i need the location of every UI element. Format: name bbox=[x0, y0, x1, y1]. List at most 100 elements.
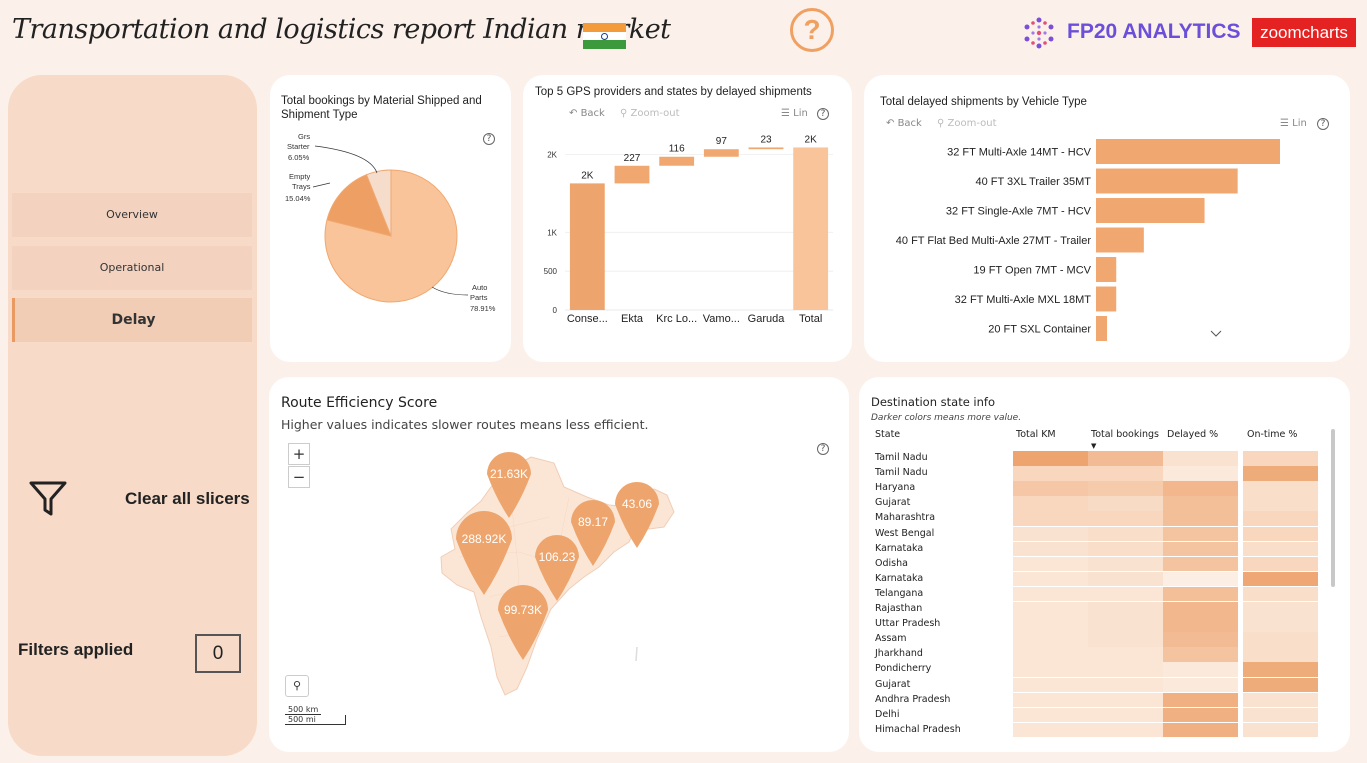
waterfall-bar[interactable] bbox=[614, 165, 650, 184]
route-title: Route Efficiency Score bbox=[281, 395, 438, 411]
nav-delay-button[interactable]: Delay bbox=[12, 298, 252, 342]
pie-label-auto-pct: 78.91% bbox=[470, 304, 496, 313]
fp20-logo-icon bbox=[1024, 17, 1054, 49]
map-pin[interactable]: 288.92K bbox=[456, 511, 512, 595]
table-cell bbox=[1163, 617, 1238, 632]
waterfall-bar[interactable] bbox=[793, 147, 829, 310]
vehicle-category-label: 32 FT Multi-Axle MXL 18MT bbox=[955, 294, 1092, 306]
waterfall-help-icon[interactable]: ? bbox=[817, 108, 829, 120]
table-row-state: Haryana bbox=[875, 482, 916, 494]
vehicle-bar[interactable] bbox=[1096, 227, 1144, 253]
table-cell bbox=[1163, 722, 1238, 738]
waterfall-category-label: Ekta bbox=[621, 313, 644, 325]
pie-help-icon[interactable]: ? bbox=[483, 133, 495, 145]
vehicle-type-card: Total delayed shipments by Vehicle Type … bbox=[864, 75, 1350, 362]
table-cell bbox=[1088, 526, 1163, 541]
table-cell bbox=[1013, 496, 1088, 511]
vehicle-help-icon[interactable]: ? bbox=[1317, 118, 1329, 130]
waterfall-ytick: 1K bbox=[547, 228, 557, 237]
map-pin[interactable]: 106.23 bbox=[535, 535, 579, 601]
pie-label-empty-1: Empty bbox=[289, 172, 311, 181]
vehicle-bar[interactable] bbox=[1096, 168, 1238, 194]
vehicle-bar[interactable] bbox=[1096, 198, 1205, 223]
pie-label-grs-2: Starter bbox=[287, 142, 310, 151]
scroll-down-chevron-icon[interactable] bbox=[1210, 330, 1222, 337]
table-cell bbox=[1088, 481, 1163, 496]
table-cell bbox=[1163, 571, 1238, 587]
pie-title-line1: Total bookings by Material Shipped and bbox=[281, 95, 482, 107]
sort-desc-icon[interactable]: ▼ bbox=[1091, 442, 1097, 450]
table-cell bbox=[1013, 451, 1088, 466]
table-cell bbox=[1088, 466, 1163, 481]
map-pin[interactable]: 89.17 bbox=[571, 500, 615, 566]
waterfall-bar[interactable] bbox=[748, 147, 784, 150]
table-cell bbox=[1013, 541, 1088, 557]
map-zoom-in-button[interactable]: + bbox=[288, 443, 310, 465]
col-delayed-pct[interactable]: Delayed % bbox=[1167, 429, 1219, 440]
india-flag-icon bbox=[583, 23, 626, 49]
nav-overview-button[interactable]: Overview bbox=[12, 193, 252, 237]
table-cell bbox=[1243, 526, 1318, 541]
nav-operational-button[interactable]: Operational bbox=[12, 246, 252, 290]
col-ontime-pct[interactable]: On-time % bbox=[1247, 429, 1298, 440]
vehicle-bar[interactable] bbox=[1096, 316, 1108, 341]
vehicle-lin-toggle[interactable]: ☰ Lin bbox=[1280, 118, 1307, 129]
route-subtitle: Higher values indicates slower routes me… bbox=[281, 417, 649, 432]
map-pin[interactable]: 21.63K bbox=[487, 452, 531, 518]
table-cell bbox=[1163, 586, 1238, 602]
vehicle-bar[interactable] bbox=[1096, 286, 1117, 312]
vehicle-bar[interactable] bbox=[1096, 257, 1117, 282]
waterfall-zoom-out-button[interactable]: ⚲ Zoom-out bbox=[620, 108, 680, 119]
gps-providers-card: Top 5 GPS providers and states by delaye… bbox=[523, 75, 852, 362]
vehicle-bar[interactable] bbox=[1096, 139, 1280, 164]
help-icon[interactable]: ? bbox=[790, 8, 834, 52]
waterfall-back-button[interactable]: ↶ Back bbox=[569, 108, 605, 119]
filter-funnel-icon[interactable] bbox=[28, 478, 68, 518]
lasso-select-icon[interactable]: ⚲ bbox=[285, 675, 309, 697]
waterfall-data-label: 227 bbox=[624, 153, 641, 164]
table-cell bbox=[1013, 586, 1088, 602]
col-state[interactable]: State bbox=[875, 429, 901, 440]
waterfall-title: Top 5 GPS providers and states by delaye… bbox=[535, 86, 812, 98]
waterfall-lin-toggle[interactable]: ☰ Lin bbox=[781, 108, 808, 119]
waterfall-bar[interactable] bbox=[569, 183, 605, 310]
india-map: 21.63K 288.92K 106.23 89.17 43.06 99.73K bbox=[440, 452, 675, 696]
waterfall-bar[interactable] bbox=[659, 156, 695, 166]
table-scrollbar[interactable] bbox=[1331, 429, 1335, 587]
table-cell bbox=[1088, 632, 1163, 647]
pie-slice-empty-trays[interactable] bbox=[326, 174, 392, 237]
route-help-icon[interactable]: ? bbox=[817, 443, 829, 455]
table-row-state: Tamil Nadu bbox=[875, 452, 928, 463]
vehicle-zoom-out-button[interactable]: ⚲ Zoom-out bbox=[937, 118, 997, 129]
table-cell bbox=[1243, 662, 1318, 677]
vehicle-bar-chart: 32 FT Multi-Axle 14MT - HCV 40 FT 3XL Tra… bbox=[896, 139, 1280, 341]
waterfall-data-label: 2K bbox=[581, 170, 594, 181]
pie-slice-grs-starter[interactable] bbox=[365, 169, 392, 237]
table-cell bbox=[1088, 586, 1163, 602]
vehicle-category-label: 32 FT Multi-Axle 14MT - HCV bbox=[947, 147, 1092, 159]
table-cell bbox=[1163, 556, 1238, 572]
waterfall-data-label: 97 bbox=[716, 136, 728, 147]
table-cell bbox=[1243, 541, 1318, 557]
table-cell bbox=[1163, 541, 1238, 557]
col-total-km[interactable]: Total KM bbox=[1016, 429, 1056, 440]
vehicle-category-label: 40 FT 3XL Trailer 35MT bbox=[975, 176, 1091, 188]
pie-label-auto-2: Parts bbox=[470, 293, 488, 302]
waterfall-category-label: Garuda bbox=[748, 313, 786, 325]
table-row-state: Karnataka bbox=[875, 542, 924, 554]
scale-km: 500 km bbox=[285, 705, 321, 715]
col-total-bookings[interactable]: Total bookings bbox=[1091, 429, 1160, 440]
table-cell bbox=[1088, 511, 1163, 526]
clear-all-slicers-button[interactable]: Clear all slicers bbox=[125, 489, 250, 508]
map-zoom-out-button[interactable]: − bbox=[288, 466, 310, 488]
table-cell bbox=[1088, 617, 1163, 632]
table-cell bbox=[1243, 617, 1318, 632]
waterfall-bar[interactable] bbox=[703, 149, 739, 157]
table-row-state: Gujarat bbox=[875, 678, 911, 690]
vehicle-back-button[interactable]: ↶ Back bbox=[886, 118, 922, 129]
map-pin[interactable]: 43.06 bbox=[615, 482, 659, 548]
table-cell bbox=[1243, 692, 1318, 708]
report-title: Transportation and logistics report Indi… bbox=[12, 14, 671, 45]
destination-state-card: Destination state info Darker colors mea… bbox=[859, 377, 1350, 752]
map-pin[interactable]: 99.73K bbox=[498, 585, 548, 660]
